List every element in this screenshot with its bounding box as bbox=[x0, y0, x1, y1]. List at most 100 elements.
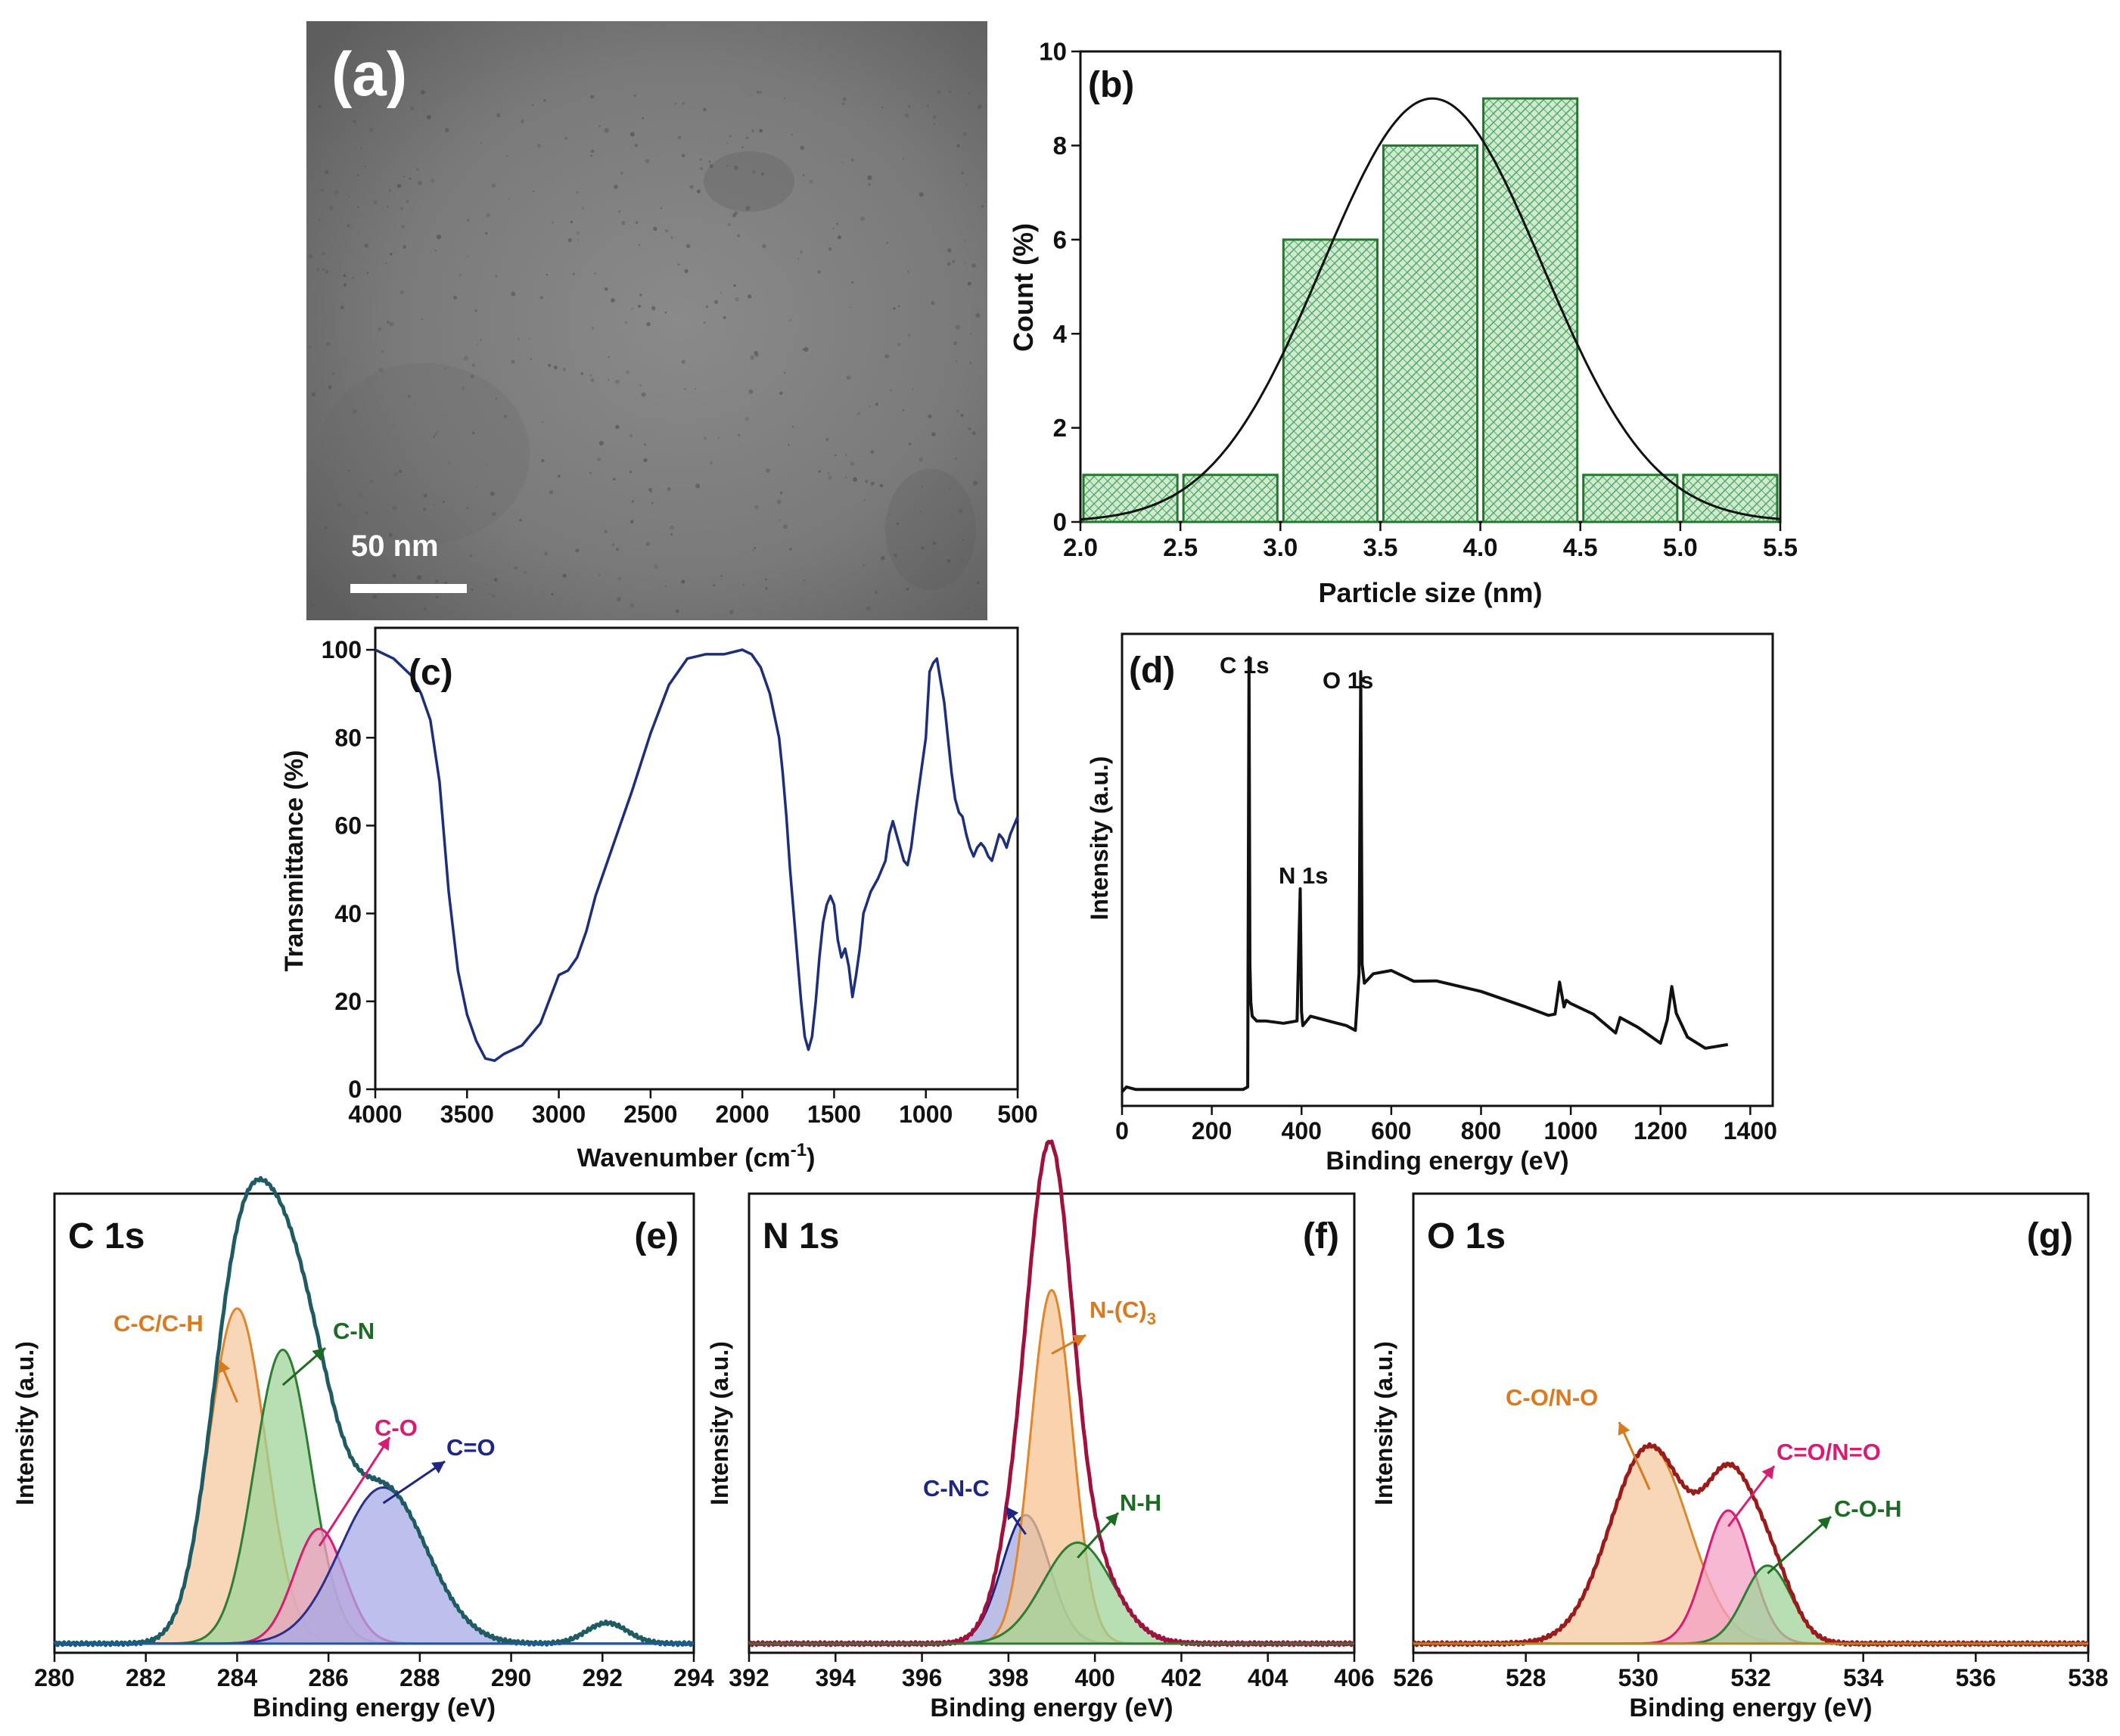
tem-particle bbox=[677, 263, 680, 266]
tem-particle bbox=[670, 533, 673, 536]
tem-particle bbox=[412, 544, 415, 548]
tem-particle bbox=[962, 132, 968, 137]
tem-particle bbox=[881, 556, 885, 561]
tem-particle bbox=[539, 296, 544, 300]
tem-particle bbox=[618, 210, 620, 213]
tem-particle bbox=[399, 290, 404, 295]
x-tick-label: 2.5 bbox=[1163, 533, 1198, 561]
tem-particle bbox=[759, 129, 763, 133]
tem-particle bbox=[562, 573, 567, 578]
tem-particle bbox=[423, 507, 427, 511]
x-tick-label: 3500 bbox=[440, 1101, 494, 1128]
tem-particle bbox=[508, 615, 510, 616]
tem-particle bbox=[514, 566, 518, 570]
tem-particle bbox=[530, 358, 532, 360]
tem-particle bbox=[735, 297, 739, 302]
tem-particle bbox=[948, 90, 952, 94]
tem-particle bbox=[400, 225, 405, 228]
tem-particle bbox=[471, 431, 475, 435]
tem-particle bbox=[549, 490, 554, 495]
tem-particle bbox=[851, 281, 854, 284]
panel-f: 392 394 396 398 400 402 404 406 N 1s (f) Binding e… bbox=[706, 1139, 1375, 1722]
tem-particle bbox=[837, 235, 841, 240]
tem-particle bbox=[517, 337, 520, 340]
tem-particle bbox=[629, 603, 635, 608]
tem-particle bbox=[973, 480, 978, 486]
x-tick-label: 404 bbox=[1248, 1664, 1288, 1691]
tem-particle bbox=[590, 95, 594, 99]
spectrum-title: N 1s bbox=[763, 1216, 839, 1256]
tem-particle bbox=[576, 191, 579, 194]
x-axis-label: Wavenumber (cm-1) bbox=[577, 1140, 816, 1172]
panel-label-e: (e) bbox=[634, 1216, 679, 1256]
tem-particle bbox=[952, 259, 956, 263]
tem-particle bbox=[426, 114, 431, 120]
tem-particle bbox=[893, 307, 896, 310]
xps-survey-line bbox=[1121, 656, 1729, 1093]
tem-particle bbox=[511, 291, 516, 297]
tem-particle bbox=[617, 576, 622, 581]
tem-particle bbox=[933, 123, 935, 125]
tem-particle bbox=[788, 444, 790, 446]
tem-particle bbox=[631, 308, 633, 310]
tem-particle bbox=[353, 120, 356, 123]
tem-particle bbox=[467, 219, 470, 222]
tem-particle bbox=[399, 469, 403, 474]
y-axis-label: Transmittance (%) bbox=[280, 750, 309, 972]
tem-particle bbox=[443, 501, 445, 503]
tem-particle bbox=[416, 575, 422, 580]
tem-particle bbox=[493, 578, 498, 582]
x-tick-label: 500 bbox=[997, 1101, 1037, 1128]
tem-particle bbox=[964, 262, 966, 265]
tem-particle bbox=[614, 185, 618, 189]
tem-particle bbox=[677, 135, 682, 140]
tem-particle bbox=[850, 461, 854, 466]
tem-particle bbox=[642, 116, 645, 120]
tem-particle bbox=[385, 262, 387, 265]
tem-particle bbox=[845, 477, 847, 479]
tem-particle bbox=[660, 207, 663, 210]
y-tick-label: 60 bbox=[334, 812, 362, 840]
tem-particle bbox=[779, 391, 783, 395]
tem-particle bbox=[357, 206, 359, 209]
tem-particle bbox=[958, 508, 963, 514]
tem-particle bbox=[633, 95, 636, 97]
tem-particle bbox=[906, 588, 909, 591]
tem-particle bbox=[782, 524, 788, 529]
tem-particle bbox=[867, 175, 872, 181]
tem-particle bbox=[709, 164, 713, 169]
x-tick-label: 1500 bbox=[807, 1101, 861, 1128]
x-tick-label: 1400 bbox=[1724, 1117, 1777, 1144]
tem-particle bbox=[318, 219, 321, 221]
tem-particle bbox=[695, 483, 701, 489]
tem-particle bbox=[422, 109, 425, 112]
x-tick-label: 532 bbox=[1730, 1664, 1770, 1691]
tem-particle bbox=[653, 226, 657, 231]
annotation-arrow bbox=[1727, 1465, 1776, 1527]
tem-particle bbox=[594, 272, 596, 275]
x-axis-label: Binding energy (eV) bbox=[930, 1694, 1173, 1722]
x-tick-label: 200 bbox=[1192, 1117, 1232, 1144]
tem-particle bbox=[406, 200, 409, 203]
tem-particle bbox=[919, 192, 924, 197]
tem-particle bbox=[733, 284, 736, 287]
x-tick-label: 280 bbox=[34, 1664, 74, 1691]
tem-particle bbox=[955, 325, 961, 330]
tem-particle bbox=[624, 321, 628, 325]
tem-particle bbox=[875, 402, 879, 406]
tem-particle bbox=[863, 498, 866, 501]
tem-particle bbox=[947, 248, 952, 253]
tem-particle bbox=[644, 443, 647, 446]
tem-particle bbox=[818, 470, 822, 473]
tem-particle bbox=[846, 375, 851, 380]
tem-particle bbox=[433, 503, 435, 506]
tem-particle bbox=[506, 154, 508, 157]
tem-particle bbox=[434, 250, 437, 252]
tem-particle bbox=[557, 474, 561, 478]
plot-frame bbox=[1121, 632, 1774, 1107]
tem-particle bbox=[863, 564, 865, 567]
tem-particle bbox=[403, 245, 407, 249]
tem-particle bbox=[836, 222, 838, 225]
tem-particle bbox=[621, 221, 626, 225]
tem-particle bbox=[611, 543, 615, 547]
